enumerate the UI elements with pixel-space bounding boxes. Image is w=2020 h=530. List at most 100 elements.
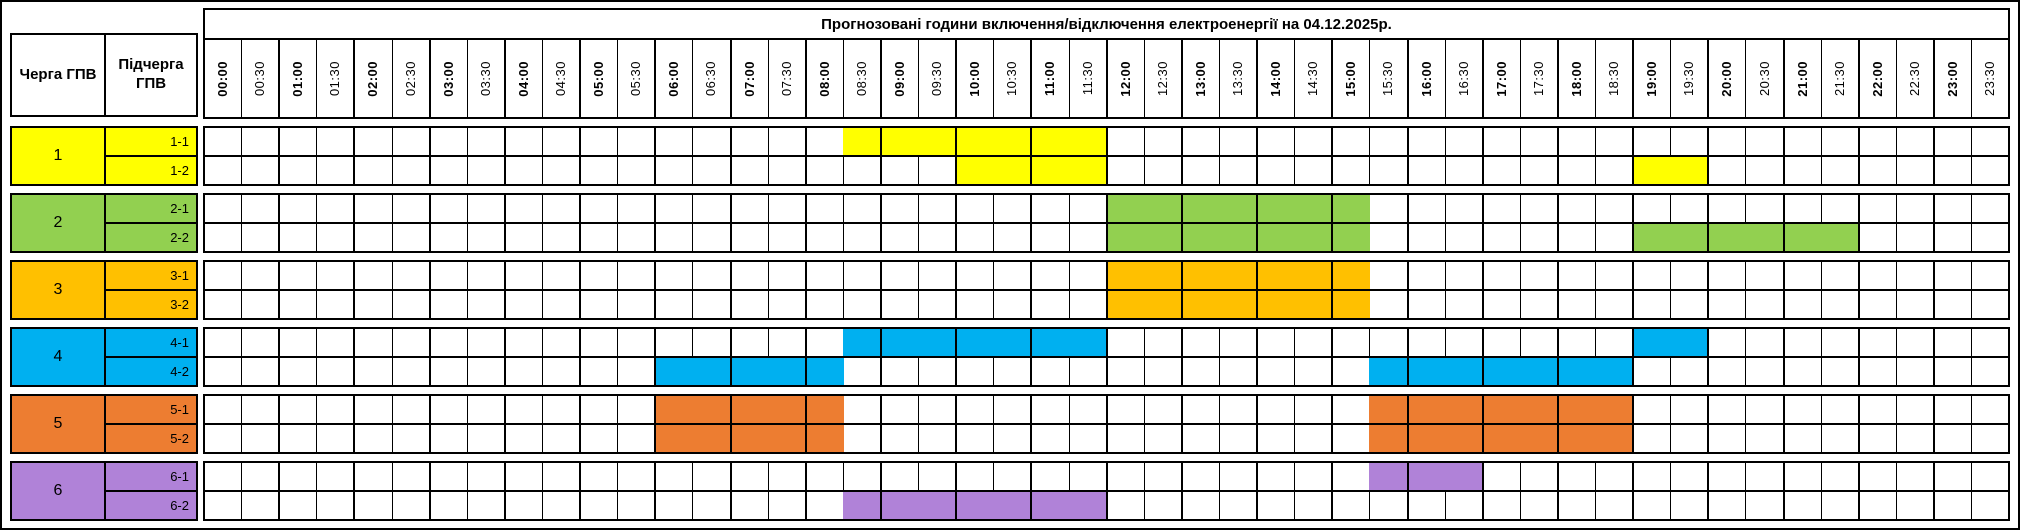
- queue-number: 6: [53, 482, 63, 499]
- slot-cell: [1256, 358, 1294, 385]
- slot-cell: [1820, 262, 1858, 289]
- slot-cell: [1294, 262, 1332, 289]
- slot-cell: [1068, 396, 1106, 423]
- slot-cell: [466, 224, 504, 251]
- slot-cell: [767, 358, 805, 385]
- slot-cell: [1895, 262, 1933, 289]
- slot-cell: [767, 224, 805, 251]
- slot-cell: [804, 224, 843, 251]
- time-label-cell: 10:00: [955, 40, 993, 117]
- slot-cell: [1971, 157, 2008, 184]
- time-label-cell: 19:30: [1670, 40, 1707, 117]
- queue-column-header: Черга ГПВ: [19, 65, 97, 83]
- time-label-cell: 14:00: [1256, 40, 1294, 117]
- slot-cell: [1670, 425, 1707, 452]
- slot-cell: [1933, 224, 1971, 251]
- slot-cell: [1820, 425, 1858, 452]
- slot-cell: [1369, 128, 1406, 155]
- time-label-cell: 11:00: [1030, 40, 1068, 117]
- slot-cell: [918, 492, 956, 519]
- schedule-row-6-2: [205, 490, 2008, 519]
- slot-cell: [1782, 492, 1821, 519]
- slot-cell: [278, 291, 316, 318]
- slot-cell: [1180, 396, 1219, 423]
- slot-cell: [654, 358, 693, 385]
- slot-cell: [842, 291, 880, 318]
- slot-cell: [1820, 492, 1858, 519]
- slot-cell: [1595, 358, 1633, 385]
- slot-cell: [316, 492, 353, 519]
- slot-cell: [692, 157, 729, 184]
- slot-cell: [879, 128, 919, 155]
- slot-cell: [1632, 396, 1670, 423]
- slot-cell: [1857, 463, 1896, 490]
- slot-cell: [1406, 157, 1445, 184]
- slot-cell: [1519, 396, 1557, 423]
- slot-cell: [1519, 262, 1557, 289]
- slot-cell: [918, 224, 955, 251]
- slot-cell: [1519, 224, 1557, 251]
- slot-cell: [278, 262, 316, 289]
- slot-cell: [955, 492, 994, 519]
- slot-cell: [1782, 195, 1821, 222]
- slot-cell: [1782, 358, 1821, 385]
- slot-cell: [1256, 224, 1295, 251]
- subqueue-labels: 5-1 5-2: [104, 396, 196, 452]
- slot-cell: [1294, 128, 1331, 155]
- slot-cell: [1595, 396, 1633, 423]
- slot-cell: [1030, 396, 1068, 423]
- slot-cell: [1971, 463, 2008, 490]
- slot-cell: [579, 396, 617, 423]
- slot-cell: [1030, 291, 1068, 318]
- slot-cell: [353, 195, 391, 222]
- subqueue-labels: 1-1 1-2: [104, 128, 196, 184]
- slot-cell: [692, 291, 729, 318]
- slot-cell: [1556, 425, 1596, 452]
- slot-cell: [1933, 396, 1971, 423]
- slot-cell: [1707, 262, 1745, 289]
- slot-cell: [804, 262, 843, 289]
- slot-cell: [1670, 358, 1707, 385]
- slot-cell: [353, 262, 391, 289]
- slot-cell: [993, 463, 1030, 490]
- slot-cell: [428, 358, 467, 385]
- slot-cell: [1256, 463, 1294, 490]
- queue-header-cells: 4 4-1 4-2: [10, 327, 198, 387]
- slot-cell: [1933, 128, 1971, 155]
- slot-cell: [729, 128, 768, 155]
- time-label-cell: 06:30: [692, 40, 729, 117]
- slot-cell: [879, 358, 918, 385]
- schedule-row-1-1: [205, 128, 2008, 155]
- slot-cell: [1895, 195, 1933, 222]
- slot-cell: [654, 157, 692, 184]
- slot-cell: [1030, 157, 1069, 184]
- slot-cell: [1857, 396, 1896, 423]
- time-label: 15:00: [1343, 60, 1359, 97]
- slot-cell: [1180, 425, 1219, 452]
- slot-cell: [1670, 291, 1707, 318]
- slot-cell: [1256, 492, 1294, 519]
- slot-cell: [541, 195, 579, 222]
- slot-cell: [804, 195, 843, 222]
- slot-cell: [1971, 291, 2008, 318]
- slot-cell: [617, 329, 654, 356]
- slot-cell: [1068, 358, 1106, 385]
- slot-cell: [767, 291, 805, 318]
- slot-cell: [316, 157, 353, 184]
- slot-cell: [1519, 128, 1557, 155]
- slot-cell: [1519, 157, 1557, 184]
- slot-cell: [579, 157, 617, 184]
- slot-cell: [1068, 463, 1106, 490]
- time-label: 14:00: [1268, 60, 1284, 97]
- slot-cell: [466, 262, 504, 289]
- slot-cell: [391, 396, 429, 423]
- slot-cell: [1707, 329, 1745, 356]
- slot-cell: [1369, 291, 1406, 318]
- subqueue-labels: 6-1 6-2: [104, 463, 196, 519]
- slot-cell: [1444, 358, 1482, 385]
- slot-cell: [654, 224, 692, 251]
- slot-cell: [1180, 358, 1219, 385]
- table-header: Черга ГПВ Підчерга ГПВ Прогнозовані годи…: [10, 8, 2010, 119]
- slot-cell: [1218, 157, 1256, 184]
- slot-cell: [1406, 195, 1445, 222]
